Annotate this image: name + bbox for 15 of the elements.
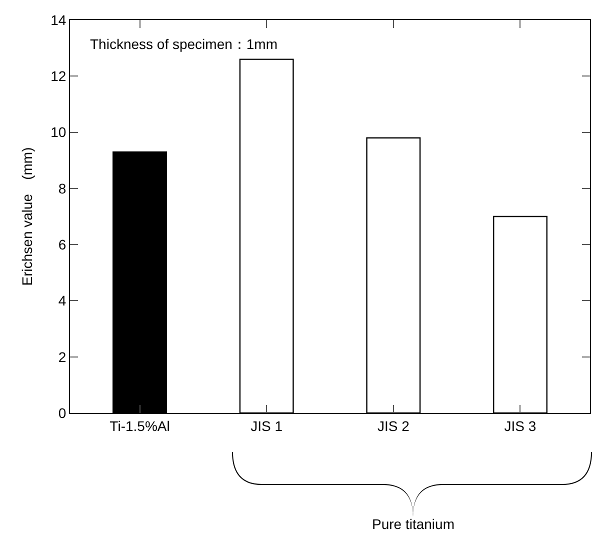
- x-tick-label: JIS 2: [377, 418, 410, 434]
- y-tick-label: 8: [58, 180, 66, 196]
- y-tick-label: 0: [58, 404, 66, 421]
- y-tick-label: 12: [50, 68, 66, 84]
- annotation: Thickness of specimen：1mm: [90, 36, 278, 52]
- y-tick-label: 10: [50, 124, 66, 140]
- y-axis-title: Erichsen value (mm): [19, 147, 36, 286]
- x-tick-label: JIS 1: [250, 418, 283, 434]
- y-tick-label: 2: [58, 348, 66, 365]
- y-tick-label: 4: [58, 292, 66, 309]
- y-tick-label: 14: [50, 12, 66, 28]
- text: Pure titanium: [372, 516, 454, 532]
- x-tick-label: JIS 3: [504, 418, 536, 434]
- x-tick-label: Ti-1.5%Al: [110, 418, 170, 434]
- y-tick-label: 6: [58, 236, 66, 252]
